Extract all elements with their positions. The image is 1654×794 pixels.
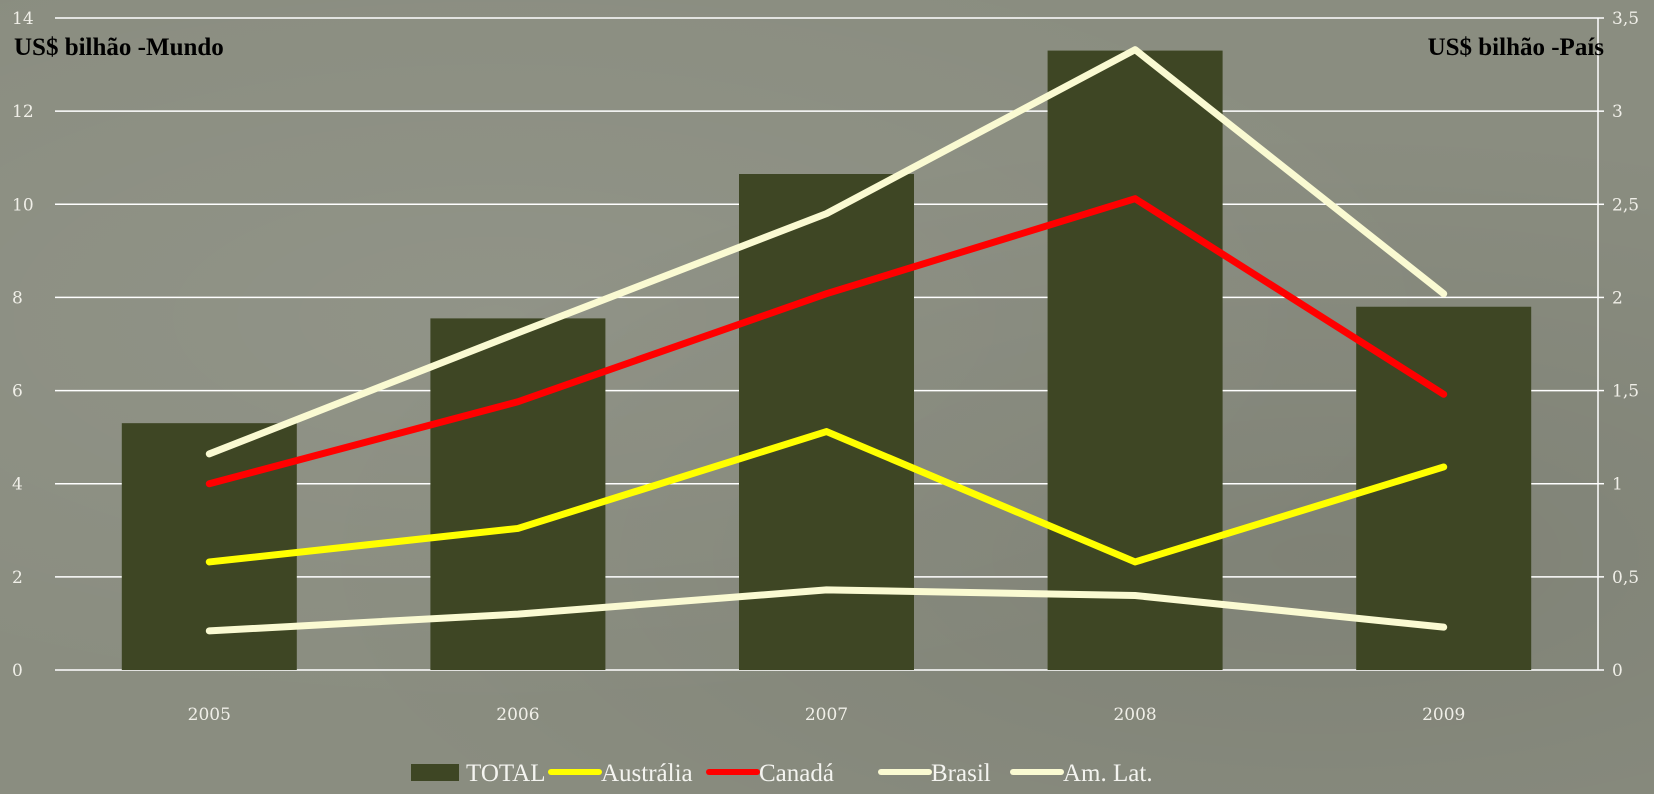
left-tick-label: 8: [12, 288, 23, 308]
right-tick-label: 3,5: [1612, 9, 1639, 29]
left-tick-label: 10: [12, 195, 34, 215]
right-tick-label: 0: [1612, 661, 1623, 681]
left-tick-label: 6: [12, 382, 23, 402]
series-lines: [205, 46, 1448, 635]
line-austr-lia: [205, 428, 1448, 566]
right-tick-label: 1,5: [1612, 382, 1639, 402]
x-tick-label: 2005: [188, 705, 231, 725]
x-tick-label: 2007: [805, 705, 848, 725]
right-tick-label: 1: [1612, 475, 1623, 495]
axes: 0 2 4 6 8 10 12 14 0 0,5 1 1,5 2 2,5 3 3,5 2005 2006 2007 2…: [12, 9, 1639, 725]
bar-total: [1047, 50, 1223, 671]
legend-label: TOTAL: [466, 760, 545, 787]
legend-label: Brasil: [931, 760, 991, 787]
x-tick-label: 2008: [1113, 705, 1156, 725]
left-tick-label: 4: [12, 475, 23, 495]
legend-label: Am. Lat.: [1063, 760, 1153, 787]
left-tick-label: 14: [12, 9, 34, 29]
line-am-lat: [205, 46, 1448, 458]
legend-label: Austrália: [601, 760, 693, 787]
left-axis-title: US$ bilhão -Mundo: [14, 34, 224, 61]
x-tick-label: 2006: [496, 705, 539, 725]
left-tick-label: 0: [12, 661, 23, 681]
x-tick-label: 2009: [1422, 705, 1465, 725]
right-tick-label: 3: [1612, 102, 1623, 122]
left-tick-label: 12: [12, 102, 34, 122]
legend: TOTAL Austrália Canadá Brasil Am. Lat.: [411, 760, 1153, 787]
right-axis-title: US$ bilhão -País: [1428, 34, 1605, 61]
left-tick-label: 2: [12, 568, 23, 588]
line-canad: [205, 195, 1448, 488]
right-tick-label: 2: [1612, 288, 1623, 308]
line-brasil: [205, 586, 1448, 635]
right-tick-label: 2,5: [1612, 195, 1639, 215]
legend-swatch-total: [411, 764, 459, 781]
legend-label: Canadá: [759, 760, 834, 787]
right-tick-label: 0,5: [1612, 568, 1639, 588]
